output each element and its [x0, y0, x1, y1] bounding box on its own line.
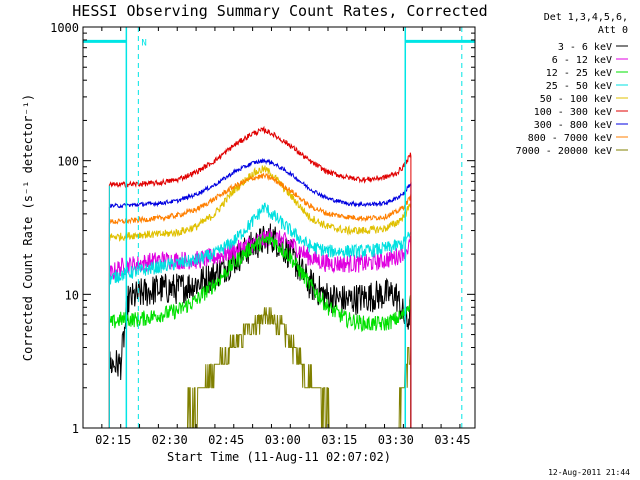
legend-entry: 3 - 6 keV [558, 42, 612, 53]
legend-entry: 800 - 7000 keV [528, 133, 612, 144]
legend-entry: 6 - 12 keV [552, 55, 612, 66]
y-tick-label: 10 [65, 288, 79, 302]
legend-header-detectors: Det 1,3,4,5,6, [543, 12, 628, 23]
legend-entry: 100 - 300 keV [534, 107, 612, 118]
x-tick-label: 03:45 [434, 433, 470, 447]
x-tick-label: 02:30 [152, 433, 188, 447]
legend-entry: 300 - 800 keV [534, 120, 612, 131]
series-line-6 [108, 158, 412, 428]
legend-header-attenuator: Att 0 [597, 25, 628, 36]
x-tick-label: 03:15 [321, 433, 357, 447]
legend-entry: 12 - 25 keV [546, 68, 612, 79]
series-line-2 [108, 231, 412, 428]
y-tick-label: 1 [72, 422, 79, 436]
x-axis-label: Start Time (11-Aug-11 02:07:02) [167, 450, 391, 464]
y-tick-label: 1000 [50, 21, 79, 35]
series-line-5 [108, 125, 412, 428]
y-axis-label: Corrected Count Rate (s⁻¹ detector⁻¹) [21, 94, 35, 361]
series-line-1 [108, 228, 412, 428]
series-line-4 [108, 165, 412, 428]
x-tick-label: 02:45 [208, 433, 244, 447]
x-tick-label: 02:15 [95, 433, 131, 447]
series-line-7 [108, 172, 412, 428]
y-tick-label: 100 [57, 155, 79, 169]
x-tick-label: 03:30 [378, 433, 414, 447]
chart-title: HESSI Observing Summary Count Rates, Cor… [72, 2, 488, 20]
series-line-0 [108, 223, 412, 428]
legend-entry: 25 - 50 keV [546, 81, 612, 92]
legend-entry: 50 - 100 keV [540, 94, 612, 105]
generated-timestamp: 12-Aug-2011 21:44 [548, 468, 630, 477]
x-tick-label: 03:00 [265, 433, 301, 447]
legend-entry: 7000 - 20000 keV [516, 146, 612, 157]
saa-marker-label: N [141, 38, 146, 48]
plot-frame [82, 26, 476, 429]
series-line-3 [108, 202, 412, 428]
